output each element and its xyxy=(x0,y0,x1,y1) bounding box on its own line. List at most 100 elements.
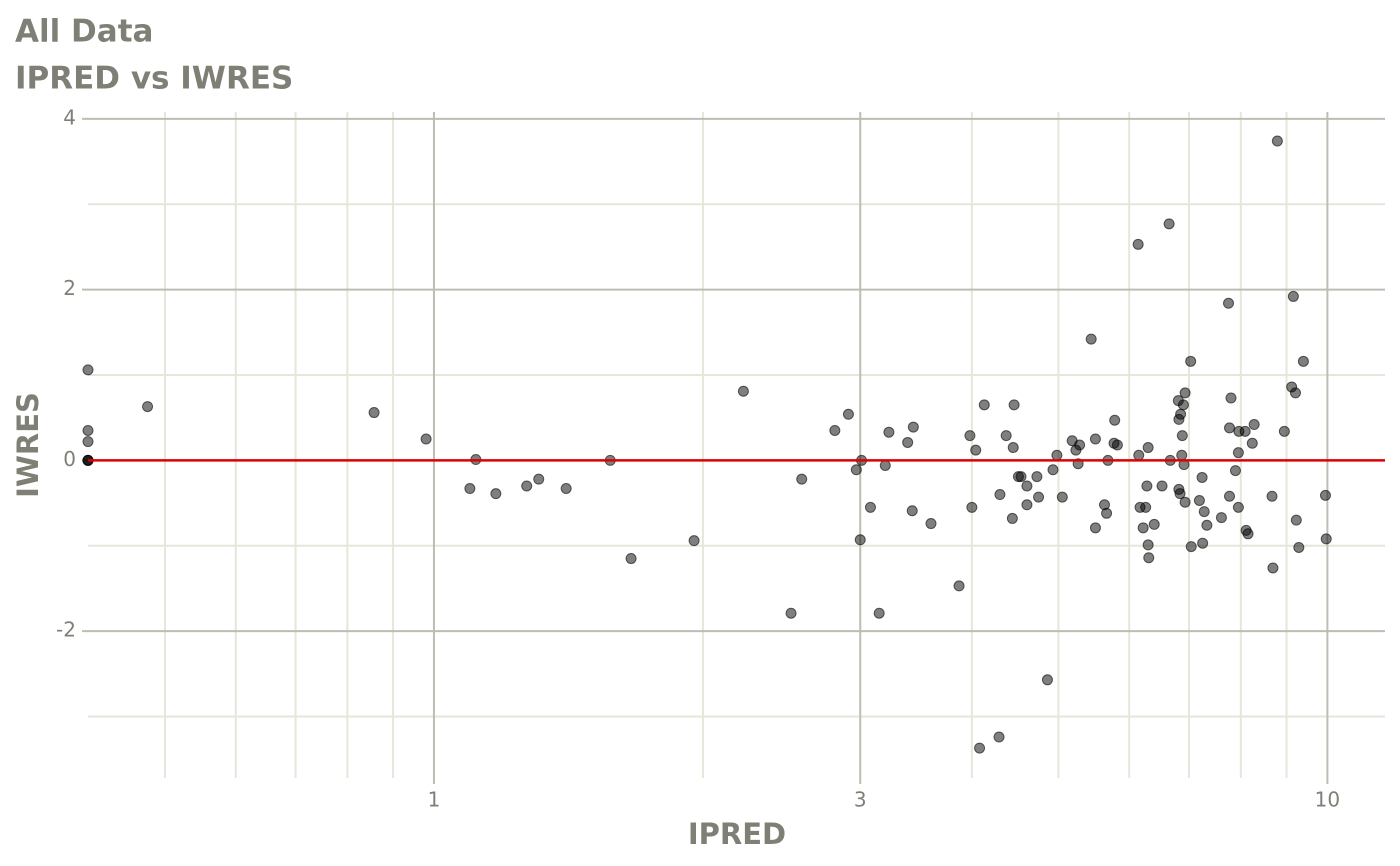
point xyxy=(1266,490,1278,502)
y-tick-label: 2 xyxy=(63,276,76,300)
point xyxy=(1163,218,1175,230)
point xyxy=(785,607,797,619)
point xyxy=(796,473,808,485)
point xyxy=(490,488,502,500)
point xyxy=(1156,480,1168,492)
point xyxy=(1179,387,1191,399)
point xyxy=(1006,512,1018,524)
point xyxy=(1290,514,1302,526)
point xyxy=(1198,506,1210,518)
x-tick-label: 3 xyxy=(854,788,867,812)
point xyxy=(864,501,876,513)
point xyxy=(1174,488,1186,500)
point xyxy=(1242,528,1254,540)
point xyxy=(1271,135,1283,147)
point xyxy=(1196,471,1208,483)
point xyxy=(737,385,749,397)
point xyxy=(1000,430,1012,442)
point xyxy=(964,430,976,442)
point xyxy=(993,731,1005,743)
point xyxy=(1033,491,1045,503)
point xyxy=(1319,489,1331,501)
point xyxy=(854,534,866,546)
point xyxy=(1085,333,1097,345)
point xyxy=(966,501,978,513)
point xyxy=(829,424,841,436)
point xyxy=(1223,297,1235,309)
point xyxy=(1232,447,1244,459)
x-tick-label: 1 xyxy=(428,788,441,812)
point xyxy=(1297,355,1309,367)
point xyxy=(1101,507,1113,519)
point xyxy=(1201,519,1213,531)
x-tick-label: 10 xyxy=(1315,788,1340,812)
x-axis-title: IPRED xyxy=(688,817,786,851)
point xyxy=(1246,437,1258,449)
point xyxy=(420,433,432,445)
point xyxy=(1229,465,1241,477)
point xyxy=(1109,414,1121,426)
point xyxy=(1293,541,1305,553)
point xyxy=(953,580,965,592)
point xyxy=(1089,433,1101,445)
point xyxy=(1185,355,1197,367)
point xyxy=(1289,387,1301,399)
point xyxy=(82,364,94,376)
point xyxy=(82,436,94,448)
point xyxy=(1176,430,1188,442)
point xyxy=(1225,392,1237,404)
chart-title: All Data xyxy=(15,14,153,50)
point xyxy=(1287,290,1299,302)
point xyxy=(368,407,380,419)
point xyxy=(82,424,94,436)
point xyxy=(1193,495,1205,506)
chart-subtitle: IPRED vs IWRES xyxy=(15,61,293,97)
point xyxy=(142,401,154,413)
point xyxy=(1278,425,1290,437)
point xyxy=(1137,522,1149,534)
point xyxy=(1132,238,1144,250)
point xyxy=(842,408,854,420)
point xyxy=(1031,471,1043,483)
point xyxy=(1224,490,1236,502)
point xyxy=(1267,562,1279,574)
point xyxy=(994,489,1006,501)
point xyxy=(978,399,990,411)
point xyxy=(688,535,700,547)
point xyxy=(1224,422,1236,434)
point xyxy=(1140,501,1152,513)
point xyxy=(974,742,986,754)
point xyxy=(970,444,982,456)
point xyxy=(1051,449,1063,461)
point xyxy=(907,421,919,433)
point xyxy=(1197,537,1209,549)
point xyxy=(1007,442,1019,454)
point xyxy=(533,473,545,485)
point xyxy=(1232,501,1244,513)
point xyxy=(1215,512,1227,524)
point xyxy=(625,553,637,565)
point xyxy=(1177,399,1189,411)
point xyxy=(1041,674,1053,686)
y-tick-label: -2 xyxy=(56,618,76,642)
point xyxy=(1021,480,1033,492)
y-tick-label: 4 xyxy=(63,105,76,129)
point xyxy=(1142,539,1154,551)
point xyxy=(906,505,918,517)
point xyxy=(1239,425,1251,437)
point xyxy=(1148,518,1160,530)
point xyxy=(1175,408,1187,420)
point xyxy=(521,480,533,492)
point xyxy=(1142,442,1154,454)
point xyxy=(1056,491,1068,503)
point xyxy=(1141,480,1153,492)
point xyxy=(1143,552,1155,564)
point xyxy=(902,436,914,448)
y-tick-label: 0 xyxy=(63,447,76,471)
point xyxy=(464,483,476,495)
point xyxy=(925,518,937,530)
point xyxy=(1074,439,1086,451)
point xyxy=(1248,419,1260,431)
point xyxy=(1111,439,1123,451)
